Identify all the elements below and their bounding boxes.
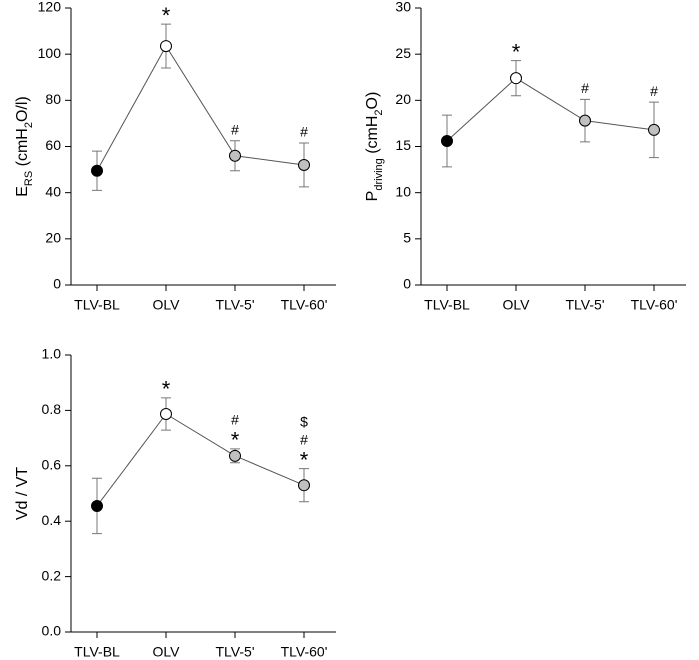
point [510,72,522,85]
annotation: * [231,428,240,453]
annotation: # [231,412,239,428]
annotation: * [162,3,171,28]
x-tick-label: TLV-5' [566,297,605,313]
x-tick-label: TLV-60' [631,297,678,313]
x-tick-label: TLV-5' [216,644,255,660]
point [298,158,310,171]
annotation: $ [300,413,308,429]
y-label-subscript: driving [373,158,385,190]
point [229,149,241,162]
y-tick-label: 1.0 [42,346,62,362]
line [446,77,655,142]
y-tick-label: 0.2 [42,567,62,583]
x-tick-label: TLV-60' [281,297,328,313]
annotation: * [512,39,521,64]
annotation: # [650,83,658,99]
y-tick-label: 60 [45,137,61,153]
y-tick-label: 15 [395,137,411,153]
y-tick-label: 40 [45,183,61,199]
y-tick-label: 25 [395,45,411,61]
y-axis-label: ERS (cmH2O/l) [14,96,35,197]
x-tick-label: TLV-BL [74,644,120,660]
x-tick-label: OLV [153,297,181,313]
x-tick-label: OLV [153,644,181,660]
point [648,123,660,136]
x-tick-label: OLV [503,297,531,313]
point [579,114,591,127]
x-tick-label: TLV-BL [424,297,470,313]
annotation: * [300,447,309,472]
point [91,499,103,512]
point [441,134,453,147]
line [96,413,305,507]
y-tick-label: 10 [395,183,411,199]
annotation: # [300,124,308,140]
y-tick-label: 0.0 [42,623,62,639]
y-label-subscript: RS [23,171,35,186]
y-tick-label: 0.8 [42,401,62,417]
y-label-part: Vd / VT [14,467,31,521]
y-label-part: (cmH [364,116,381,159]
y-tick-label: 20 [395,91,411,107]
y-label-part: O/l) [14,96,31,122]
y-axis-label: Pdriving (cmH2O) [364,92,385,202]
y-label-subscript: 2 [23,122,35,128]
y-tick-label: 80 [45,91,61,107]
y-tick-label: 0.4 [42,512,62,528]
annotation: # [581,80,589,96]
y-axis-label: Vd / VT [14,467,31,521]
y-tick-label: 30 [395,0,411,15]
annotation: * [162,377,171,402]
y-tick-label: 20 [45,230,61,246]
annotation: # [300,431,308,447]
y-label-subscript: 2 [373,109,385,115]
y-tick-label: 0.6 [42,457,62,473]
y-tick-label: 0 [53,276,61,292]
y-tick-label: 120 [38,0,62,15]
x-tick-label: TLV-60' [281,644,328,660]
y-tick-label: 5 [403,230,411,246]
y-label-part: O) [364,92,381,110]
point [229,449,241,462]
point [91,164,103,177]
y-label-part: E [14,186,31,197]
point [298,479,310,492]
point [160,40,172,53]
line [96,45,305,171]
x-tick-label: TLV-BL [74,297,120,313]
y-tick-label: 100 [38,45,62,61]
y-label-part: (cmH [14,128,31,171]
y-tick-label: 0 [403,276,411,292]
x-tick-label: TLV-5' [216,297,255,313]
annotation: # [231,121,239,137]
y-label-part: P [364,191,381,202]
point [160,408,172,421]
